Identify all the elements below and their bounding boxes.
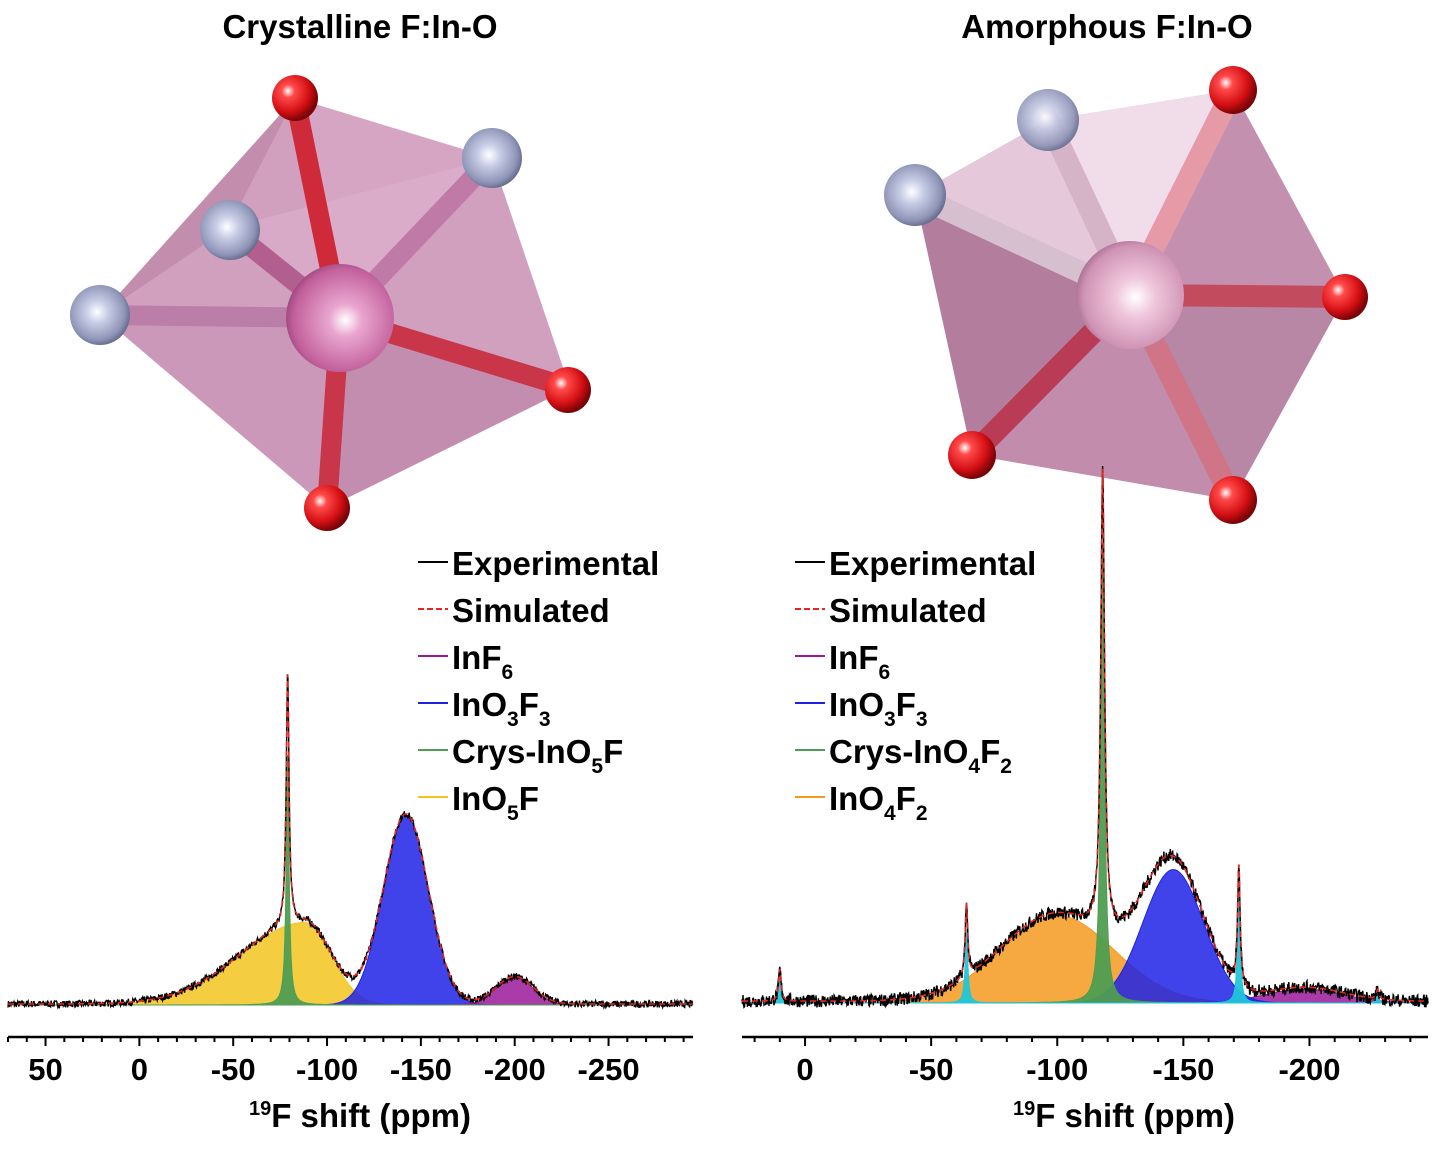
- tick-label: -250: [578, 1052, 640, 1087]
- fluorine-atom: [1017, 89, 1079, 151]
- legend-label-subscript: 2: [916, 802, 928, 825]
- nmr-spectrum-amorphous: 0 -50 -100 -150 -200 19F shift (ppm) Experimen…: [741, 465, 1429, 1134]
- legend-label: Experimental: [829, 545, 1036, 582]
- legend-label-text: F: [519, 686, 539, 723]
- legend-label-subscript: 6: [878, 661, 890, 684]
- legend-label-subscript: 3: [916, 708, 928, 731]
- oxygen-atom: [1209, 476, 1257, 524]
- x-axis-label-text: F shift (ppm): [1035, 1097, 1235, 1134]
- x-axis-label: 19F shift (ppm): [249, 1097, 471, 1134]
- legend-label: Simulated: [829, 592, 987, 629]
- legend-label-text: InO: [829, 780, 884, 817]
- legend-label-text: F: [896, 780, 916, 817]
- legend-label-text: Experimental: [452, 545, 659, 582]
- oxygen-atom: [1209, 66, 1257, 114]
- component-InO5F: [8, 922, 693, 1006]
- legend-label: Crys-InO4F2: [829, 733, 1012, 778]
- legend-label-subscript: 3: [884, 708, 896, 731]
- legend-label-subscript: 4: [884, 802, 896, 825]
- tick-label: -100: [1026, 1052, 1088, 1087]
- legend-label: InF6: [829, 639, 890, 684]
- tick-label: -150: [390, 1052, 452, 1087]
- tick-label: 0: [131, 1052, 148, 1087]
- oxygen-atom: [272, 75, 318, 121]
- legend-label-subscript: 4: [968, 755, 980, 778]
- x-axis-label: 19F shift (ppm): [1013, 1097, 1235, 1134]
- legend-label-text: Simulated: [452, 592, 610, 629]
- tick-label: -50: [909, 1052, 954, 1087]
- legend-label-text: Simulated: [829, 592, 987, 629]
- simulated-line: [8, 674, 693, 1005]
- oxygen-atom: [948, 431, 996, 479]
- crystalline-polyhedron: [70, 75, 591, 531]
- legend-label: InO4F2: [829, 780, 928, 825]
- simulated-line: [742, 468, 1428, 1002]
- legend-label-text: InO: [452, 686, 507, 723]
- indium-atom: [286, 264, 394, 372]
- legend-label-subscript: 3: [507, 708, 519, 731]
- panel-title-crystalline: Crystalline F:In-O: [222, 8, 497, 45]
- legend-label: InO3F3: [452, 686, 551, 731]
- legend-label-subscript: 5: [591, 755, 603, 778]
- legend-label-subscript: 5: [507, 802, 519, 825]
- legend-label-subscript: 6: [501, 661, 513, 684]
- legend-label-text: InF: [452, 639, 501, 676]
- nmr-spectrum-crystalline: 50 0 -50 -100 -150 -200 -250 19F shift (ppm) Exp…: [7, 545, 694, 1134]
- legend-label-text: Crys-InO: [829, 733, 968, 770]
- legend-label-text: F: [980, 733, 1000, 770]
- fluorine-atom: [200, 200, 260, 260]
- tick-label: 0: [796, 1052, 813, 1087]
- legend-label-text: F: [603, 733, 623, 770]
- legend-label: InO5F: [452, 780, 539, 825]
- x-axis-label-superscript: 19: [249, 1098, 271, 1120]
- tick-label: 50: [28, 1052, 62, 1087]
- component-Crys-InO5F: [8, 754, 693, 1006]
- oxygen-atom: [304, 485, 350, 531]
- legend-label-subscript: 3: [539, 708, 551, 731]
- tick-label: -200: [1278, 1052, 1340, 1087]
- oxygen-atom: [1322, 274, 1368, 320]
- tick-label: -150: [1152, 1052, 1214, 1087]
- legend-label: InO3F3: [829, 686, 928, 731]
- tick-label: -200: [484, 1052, 546, 1087]
- fluorine-atom: [884, 164, 946, 226]
- legend-label-text: Crys-InO: [452, 733, 591, 770]
- legend-label: Crys-InO5F: [452, 733, 623, 778]
- legend-label: Simulated: [452, 592, 610, 629]
- fluorine-atom: [462, 128, 522, 188]
- legend-label-text: Experimental: [829, 545, 1036, 582]
- legend-label: Experimental: [452, 545, 659, 582]
- legend-label-text: F: [519, 780, 539, 817]
- amorphous-polyhedron: [884, 66, 1368, 524]
- tick-label: -50: [211, 1052, 256, 1087]
- indium-atom: [1076, 241, 1184, 349]
- legend-label-text: InO: [829, 686, 884, 723]
- x-axis-label-text: F shift (ppm): [271, 1097, 471, 1134]
- legend-label-subscript: 2: [1000, 755, 1012, 778]
- legend-label-text: F: [896, 686, 916, 723]
- panel-title-amorphous: Amorphous F:In-O: [961, 8, 1252, 45]
- x-axis-label-superscript: 19: [1013, 1098, 1035, 1120]
- oxygen-atom: [545, 367, 591, 413]
- fluorine-atom: [70, 285, 130, 345]
- legend-label-text: InF: [829, 639, 878, 676]
- legend-label-text: InO: [452, 780, 507, 817]
- experimental-line: [7, 674, 694, 1011]
- legend-label: InF6: [452, 639, 513, 684]
- tick-label: -100: [296, 1052, 358, 1087]
